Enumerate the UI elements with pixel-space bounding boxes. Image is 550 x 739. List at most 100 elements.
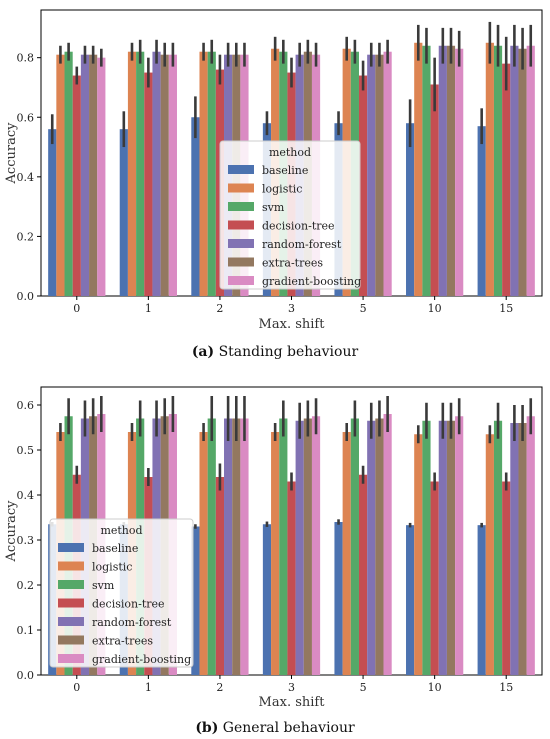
bar-logistic — [342, 432, 351, 675]
legend-swatch-baseline — [58, 543, 84, 552]
y-tick-label: 0.5 — [17, 444, 35, 457]
bar-svm — [493, 45, 503, 296]
legend-label-decision-tree: decision-tree — [92, 598, 165, 611]
caption-text: General behaviour — [218, 720, 355, 736]
bar-gradient-boosting — [526, 45, 535, 296]
bar-random-forest — [510, 423, 519, 675]
bar-gradient-boosting — [311, 416, 321, 675]
chart-panel-0: 0.0 0.2 0.4 0.6 0.8 0 1 2 3 5 10 15 Max. shift Accura… — [4, 9, 543, 360]
bar-decision-tree — [430, 481, 439, 675]
legend-title: method — [100, 524, 142, 537]
bar-extra-trees — [232, 418, 241, 675]
bar-logistic — [199, 432, 208, 675]
x-tick-label: 15 — [499, 302, 513, 315]
y-tick-label: 0.1 — [17, 624, 35, 637]
bar-logistic — [414, 434, 423, 675]
bar-logistic — [271, 432, 280, 675]
x-tick-label: 0 — [73, 681, 80, 694]
bar-gradient-boosting — [168, 54, 177, 296]
bar-svm — [64, 51, 73, 297]
bar-logistic — [485, 42, 494, 297]
bar-logistic — [485, 434, 494, 675]
legend-label-baseline: baseline — [262, 164, 308, 177]
bar-svm — [207, 51, 216, 297]
bar-extra-trees — [518, 48, 527, 296]
legend-box — [219, 140, 361, 290]
bar-svm — [207, 418, 216, 675]
legend-swatch-logistic — [58, 561, 84, 571]
bar-random-forest — [152, 51, 161, 297]
bar-baseline — [191, 117, 200, 296]
y-tick-label: 0.6 — [17, 399, 35, 412]
legend-swatch-extra-trees — [228, 257, 254, 267]
y-tick-label: 0.0 — [17, 290, 35, 303]
legend-swatch-gradient-boosting — [58, 654, 84, 663]
bar-gradient-boosting — [383, 51, 392, 297]
legend-title: method — [269, 146, 311, 159]
bar-logistic — [414, 42, 423, 297]
bar-baseline — [406, 123, 415, 296]
bar-logistic — [127, 51, 137, 297]
y-tick-label: 0.2 — [17, 230, 35, 243]
bar-baseline — [406, 525, 415, 675]
y-tick-label: 0.3 — [17, 534, 35, 547]
bar-random-forest — [295, 420, 304, 675]
bar-baseline — [191, 526, 200, 675]
bar-svm — [493, 420, 503, 675]
caption-text: Standing behaviour — [214, 344, 358, 360]
bar-logistic — [56, 54, 65, 296]
legend-label-random-forest: random-forest — [92, 616, 172, 629]
bar-decision-tree — [502, 63, 511, 296]
bar-extra-trees — [160, 54, 169, 296]
bar-baseline — [262, 524, 272, 675]
x-tick-label: 0 — [73, 302, 80, 315]
y-tick-label: 0.6 — [17, 111, 35, 124]
bar-extra-trees — [518, 423, 527, 675]
bar-baseline — [477, 525, 486, 675]
legend-label-random-forest: random-forest — [262, 238, 342, 251]
x-tick-label: 15 — [499, 681, 513, 694]
bar-gradient-boosting — [526, 416, 535, 675]
x-tick-label: 3 — [288, 681, 295, 694]
legend-swatch-decision-tree — [228, 220, 254, 230]
bar-random-forest — [510, 45, 519, 296]
legend-swatch-random-forest — [58, 617, 84, 626]
bar-baseline — [477, 126, 486, 296]
legend-swatch-svm — [58, 580, 84, 589]
bar-extra-trees — [375, 418, 384, 675]
legend-swatch-logistic — [228, 183, 254, 193]
legend-label-extra-trees: extra-trees — [92, 635, 153, 648]
bar-decision-tree — [430, 84, 439, 297]
caption-letter: (b) — [195, 720, 218, 736]
bar-random-forest — [367, 420, 376, 675]
legend-label-gradient-boosting: gradient-boosting — [262, 275, 361, 288]
legend-label-svm: svm — [92, 579, 115, 592]
legend: method baseline logistic svm decision-tree ra… — [49, 518, 194, 668]
x-tick-label: 2 — [216, 302, 223, 315]
bar-decision-tree — [358, 474, 368, 675]
legend-label-logistic: logistic — [92, 561, 132, 574]
bar-extra-trees — [89, 54, 98, 296]
bar-svm — [422, 45, 431, 296]
bar-random-forest — [80, 54, 90, 296]
y-tick-label: 0.2 — [17, 579, 35, 592]
bar-decision-tree — [144, 72, 153, 296]
figure-caption: (b) General behaviour — [195, 720, 355, 736]
bar-gradient-boosting — [97, 57, 106, 296]
bar-gradient-boosting — [455, 48, 464, 296]
bar-random-forest — [438, 45, 447, 296]
legend-swatch-gradient-boosting — [228, 276, 254, 285]
y-tick-label: 0.8 — [17, 52, 35, 65]
bar-svm — [136, 51, 145, 297]
legend: method baseline logistic svm decision-tree ra… — [219, 140, 361, 290]
y-axis-title: Accuracy — [4, 122, 19, 185]
bar-svm — [279, 418, 288, 675]
legend-label-extra-trees: extra-trees — [262, 257, 323, 270]
bar-random-forest — [438, 420, 447, 675]
bar-svm — [422, 420, 431, 675]
legend-label-svm: svm — [262, 201, 285, 214]
legend-label-logistic: logistic — [262, 183, 302, 196]
x-axis-title: Max. shift — [259, 695, 326, 710]
legend-swatch-svm — [228, 202, 254, 211]
